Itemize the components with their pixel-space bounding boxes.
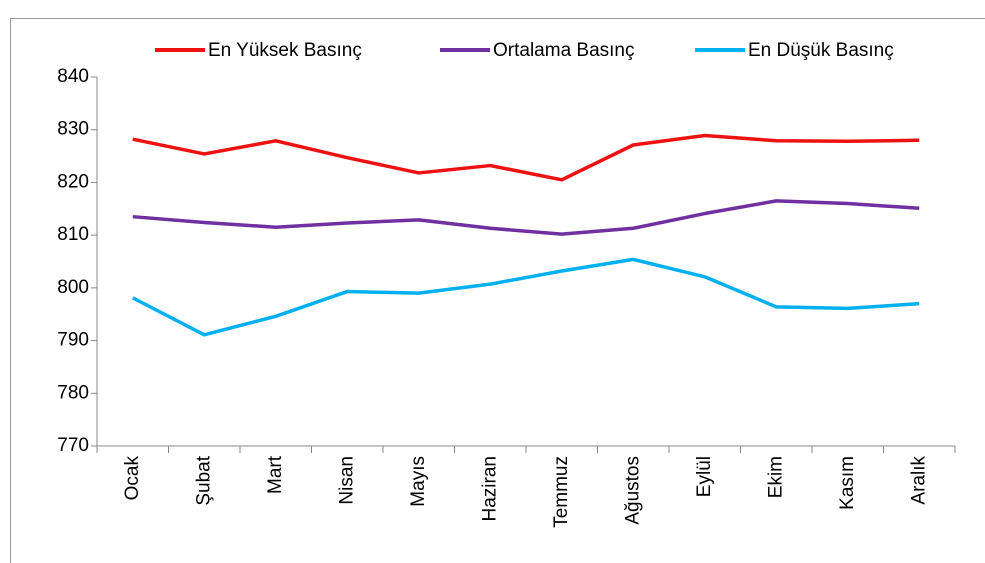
x-tick-label: Aralık: [908, 456, 929, 505]
y-tick-label: 790: [57, 330, 89, 351]
data-line: [132, 199, 920, 236]
x-tick-label: Mart: [265, 455, 286, 494]
y-tick-label: 820: [57, 171, 89, 192]
x-tick-label: Nisan: [336, 456, 357, 505]
y-tick-label: 770: [57, 435, 89, 456]
data-line: [131, 257, 920, 337]
x-tick-label: Ekim: [765, 456, 786, 498]
y-tick-label: 840: [57, 66, 89, 87]
x-tick-label: Şubat: [193, 455, 214, 505]
chart-border: [10, 18, 985, 563]
y-tick-label: 780: [57, 382, 89, 403]
x-tick-label: Temmuz: [551, 456, 572, 528]
y-tick-label: 810: [57, 224, 89, 245]
x-tick-label: Kasım: [837, 456, 858, 510]
data-line: [132, 133, 920, 182]
y-tick-label: 800: [57, 277, 89, 298]
legend-label: En Yüksek Basınç: [208, 40, 362, 61]
x-tick-label: Mayıs: [408, 456, 429, 507]
x-tick-label: Haziran: [479, 456, 500, 521]
x-tick-label: Ocak: [122, 456, 143, 501]
y-tick-label: 830: [57, 119, 89, 140]
x-tick-label: Ağustos: [622, 456, 643, 525]
x-tick-label: Eylül: [694, 456, 715, 497]
legend-label: Ortalama Basınç: [493, 40, 635, 61]
legend-label: En Düşük Basınç: [748, 40, 894, 61]
